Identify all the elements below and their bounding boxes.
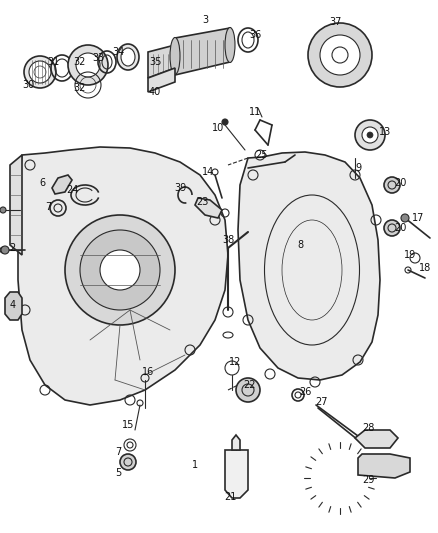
Text: 9: 9 <box>355 163 361 173</box>
Text: 39: 39 <box>174 183 186 193</box>
Text: 33: 33 <box>92 53 104 63</box>
Circle shape <box>384 177 400 193</box>
Circle shape <box>29 61 51 83</box>
Circle shape <box>355 120 385 150</box>
Polygon shape <box>10 155 22 255</box>
Text: 8: 8 <box>297 240 303 250</box>
Text: 6: 6 <box>39 178 45 188</box>
Polygon shape <box>148 68 175 92</box>
Text: 20: 20 <box>394 223 406 233</box>
Text: 3: 3 <box>202 15 208 25</box>
Circle shape <box>362 127 378 143</box>
Circle shape <box>401 214 409 222</box>
Ellipse shape <box>225 28 235 62</box>
Circle shape <box>0 247 6 253</box>
Text: 29: 29 <box>362 475 374 485</box>
Text: 22: 22 <box>244 380 256 390</box>
Text: 16: 16 <box>142 367 154 377</box>
Text: 37: 37 <box>329 17 341 27</box>
Text: 23: 23 <box>196 197 208 207</box>
Text: 28: 28 <box>362 423 374 433</box>
Text: 21: 21 <box>224 492 236 502</box>
Circle shape <box>120 454 136 470</box>
Text: 30: 30 <box>22 80 34 90</box>
Text: 11: 11 <box>249 107 261 117</box>
Circle shape <box>24 56 56 88</box>
Text: 20: 20 <box>394 178 406 188</box>
Text: 15: 15 <box>122 420 134 430</box>
Polygon shape <box>238 152 380 380</box>
Polygon shape <box>18 147 228 405</box>
Text: 18: 18 <box>419 263 431 273</box>
Text: 32: 32 <box>74 57 86 67</box>
Circle shape <box>320 35 360 75</box>
Text: 7: 7 <box>115 447 121 457</box>
Circle shape <box>65 215 175 325</box>
Circle shape <box>308 23 372 87</box>
Ellipse shape <box>121 48 135 66</box>
Circle shape <box>68 45 108 85</box>
Polygon shape <box>232 435 240 450</box>
Polygon shape <box>358 454 410 478</box>
Text: 34: 34 <box>112 47 124 57</box>
Polygon shape <box>225 450 248 498</box>
Circle shape <box>80 230 160 310</box>
Text: 5: 5 <box>115 468 121 478</box>
Text: 36: 36 <box>249 30 261 40</box>
Circle shape <box>76 53 100 77</box>
Circle shape <box>222 119 228 125</box>
Text: 1: 1 <box>192 460 198 470</box>
Polygon shape <box>355 430 398 448</box>
Ellipse shape <box>238 28 258 52</box>
Text: 35: 35 <box>149 57 161 67</box>
Circle shape <box>0 207 6 213</box>
Text: 13: 13 <box>379 127 391 137</box>
Polygon shape <box>195 198 222 218</box>
Text: 2: 2 <box>9 243 15 253</box>
Text: 24: 24 <box>66 185 78 195</box>
Text: 7: 7 <box>45 202 51 212</box>
Text: 17: 17 <box>412 213 424 223</box>
Text: 27: 27 <box>316 397 328 407</box>
Text: 19: 19 <box>404 250 416 260</box>
Polygon shape <box>5 292 22 320</box>
Text: 31: 31 <box>47 57 59 67</box>
Polygon shape <box>148 45 175 78</box>
Circle shape <box>236 378 260 402</box>
Text: 25: 25 <box>256 150 268 160</box>
Text: 38: 38 <box>222 235 234 245</box>
Text: 10: 10 <box>212 123 224 133</box>
Circle shape <box>367 132 373 138</box>
Circle shape <box>100 250 140 290</box>
Text: 4: 4 <box>10 300 16 310</box>
Ellipse shape <box>117 44 139 70</box>
Text: 12: 12 <box>229 357 241 367</box>
Text: 26: 26 <box>299 387 311 397</box>
Text: 32: 32 <box>74 83 86 93</box>
Text: 40: 40 <box>149 87 161 97</box>
Polygon shape <box>52 175 72 194</box>
Circle shape <box>1 246 9 254</box>
Text: 14: 14 <box>202 167 214 177</box>
Polygon shape <box>175 28 230 75</box>
Ellipse shape <box>170 37 180 75</box>
Circle shape <box>384 220 400 236</box>
